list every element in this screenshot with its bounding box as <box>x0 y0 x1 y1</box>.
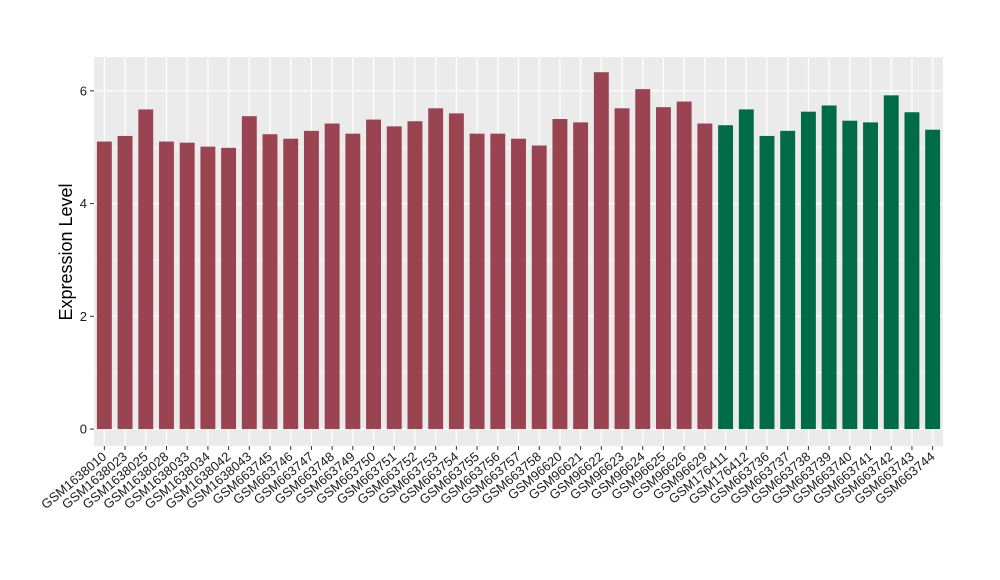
bar-GSM663754 <box>448 113 464 430</box>
bar-GSM1638043 <box>241 116 257 430</box>
y-axis-title: Expression Level <box>56 183 76 320</box>
bar-GSM663740 <box>842 120 858 430</box>
bar-GSM1638028 <box>159 141 174 430</box>
bar-GSM1638023 <box>117 135 133 430</box>
x-axis: GSM1638010GSM1638023GSM1638025GSM1638028… <box>38 446 938 512</box>
bar-GSM663746 <box>283 138 299 430</box>
bar-GSM1638042 <box>221 147 237 430</box>
bar-GSM663751 <box>386 126 402 430</box>
bar-GSM663739 <box>821 105 837 430</box>
bar-GSM663756 <box>490 133 506 430</box>
bar-GSM663741 <box>863 122 878 430</box>
bar-GSM96629 <box>697 123 713 430</box>
bar-GSM663737 <box>780 130 796 430</box>
bar-GSM663747 <box>303 130 319 430</box>
bar-GSM96622 <box>593 72 609 430</box>
bar-GSM663742 <box>883 95 899 430</box>
y-tick-label: 4 <box>80 196 87 211</box>
bar-series <box>96 72 941 430</box>
bar-GSM176411 <box>718 125 734 430</box>
bar-GSM663753 <box>428 108 444 430</box>
bar-GSM663743 <box>904 112 920 430</box>
y-tick-label: 0 <box>80 422 87 437</box>
bar-GSM96621 <box>573 122 589 430</box>
bar-GSM663758 <box>531 145 547 430</box>
bar-GSM96626 <box>676 101 692 430</box>
bar-GSM96625 <box>655 107 671 430</box>
bar-GSM663752 <box>407 121 423 430</box>
bar-GSM1638034 <box>200 146 216 430</box>
bar-GSM663755 <box>469 133 485 430</box>
bar-GSM96624 <box>635 89 651 430</box>
bar-GSM663744 <box>925 129 941 430</box>
bar-GSM663749 <box>345 133 361 430</box>
y-axis: 0 2 4 6 <box>80 83 94 437</box>
bar-GSM1638033 <box>179 142 195 430</box>
bar-GSM1638025 <box>138 109 154 430</box>
bar-GSM663757 <box>511 138 526 430</box>
bar-GSM663745 <box>262 134 278 430</box>
bar-GSM663748 <box>324 123 340 430</box>
y-tick-label: 6 <box>80 83 87 98</box>
bar-GSM663738 <box>800 111 816 430</box>
bar-GSM663750 <box>366 119 382 430</box>
bar-GSM96620 <box>552 119 568 430</box>
bar-GSM663736 <box>759 135 775 430</box>
bar-GSM96623 <box>614 108 630 430</box>
bar-GSM176412 <box>738 109 754 430</box>
bar-GSM1638010 <box>96 141 112 430</box>
y-tick-label: 2 <box>80 309 87 324</box>
